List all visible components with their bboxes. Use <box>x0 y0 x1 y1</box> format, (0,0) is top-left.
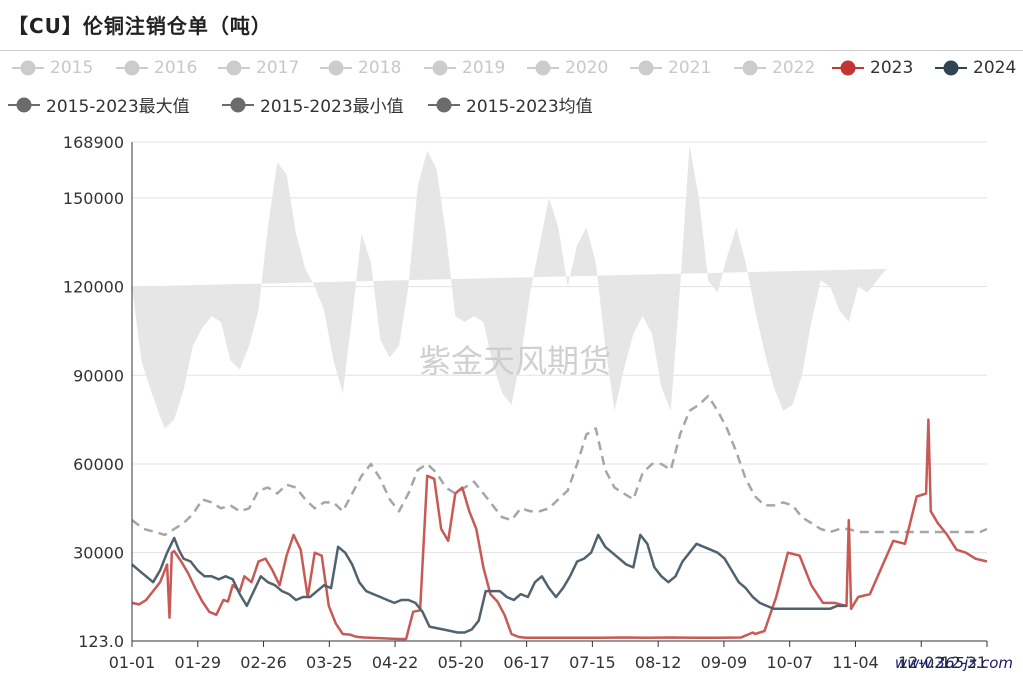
legend-label: 2018 <box>358 58 402 78</box>
legend-label: 2017 <box>256 58 300 78</box>
x-tick-label: 03-25 <box>306 653 353 672</box>
title-divider <box>0 50 1023 51</box>
legend-item-2019[interactable]: 2019 <box>424 58 505 78</box>
y-tick-label: 60000 <box>73 455 124 474</box>
legend-marker-icon <box>12 60 44 76</box>
legend-marker-icon <box>428 97 460 112</box>
legend-item-2017[interactable]: 2017 <box>218 58 299 78</box>
legend-marker-icon <box>527 60 559 76</box>
legend-item-2018[interactable]: 2018 <box>320 58 401 78</box>
legend-marker-icon <box>734 60 766 76</box>
footer-watermark: www.365jz.com <box>894 654 1013 672</box>
x-tick-label: 12-02 <box>898 653 945 672</box>
x-tick-label: 07-15 <box>569 653 616 672</box>
legend-marker-icon <box>8 97 40 112</box>
legend-marker-icon <box>222 97 254 112</box>
band-area <box>132 144 887 429</box>
legend-marker-icon <box>116 60 148 76</box>
x-tick-label: 04-22 <box>372 653 419 672</box>
series-line-2024 <box>131 533 847 634</box>
y-tick-label: 90000 <box>73 366 124 385</box>
legend-label: 2022 <box>772 58 816 78</box>
legend-item-2015-2023最小值[interactable]: 2015-2023最小值 <box>222 92 404 117</box>
x-tick-label: 06-17 <box>503 653 550 672</box>
legend-marker-icon <box>424 60 456 76</box>
legend-item-2015[interactable]: 2015 <box>12 58 93 78</box>
y-tick-label: 168900 <box>63 133 124 152</box>
legend-item-2023[interactable]: 2023 <box>832 58 913 78</box>
legend-marker-icon <box>630 60 662 76</box>
legend-marker-icon <box>935 60 967 76</box>
x-tick-label: 12-31 <box>941 653 988 672</box>
series-line-2023 <box>131 418 988 641</box>
x-tick-label: 01-29 <box>175 653 222 672</box>
legend-label: 2024 <box>973 58 1017 78</box>
legend-label: 2015 <box>50 58 94 78</box>
legend-marker-icon <box>218 60 250 76</box>
y-tick-label: 30000 <box>73 544 124 563</box>
legend-item-2024[interactable]: 2024 <box>935 58 1016 78</box>
legend-item-2015-2023均值[interactable]: 2015-2023均值 <box>428 92 593 117</box>
legend-item-2021[interactable]: 2021 <box>630 58 711 78</box>
legend-marker-icon <box>320 60 352 76</box>
legend-label: 2015-2023均值 <box>466 97 593 117</box>
legend-label: 2016 <box>154 58 198 78</box>
series-line-2015-2023均值 <box>131 394 988 537</box>
legend-label: 2015-2023最小值 <box>260 97 404 117</box>
legend-item-2015-2023最大值[interactable]: 2015-2023最大值 <box>8 92 190 117</box>
page-title: 【CU】伦铜注销仓单（吨） <box>8 14 272 38</box>
legend-item-2022[interactable]: 2022 <box>734 58 815 78</box>
max-min-band <box>132 144 887 429</box>
x-tick-label: 11-04 <box>832 653 879 672</box>
legend-item-2016[interactable]: 2016 <box>116 58 197 78</box>
legend-label: 2019 <box>462 58 506 78</box>
y-tick-label: 150000 <box>63 189 124 208</box>
legend-item-2020[interactable]: 2020 <box>527 58 608 78</box>
legend-label: 2023 <box>870 58 914 78</box>
y-tick-label: 120000 <box>63 278 124 297</box>
legend: 2015 2016 2017 2018 2019 2020 2021 2022 2023 2024… <box>0 54 1023 120</box>
x-tick-label: 10-07 <box>766 653 813 672</box>
x-tick-label: 01-01 <box>109 653 156 672</box>
watermark: 紫金天风期货 <box>419 342 611 380</box>
axes: 123.0 30000 60000 90000 120000 150000 168900 01… <box>63 133 988 672</box>
x-tick-label: 02-26 <box>240 653 287 672</box>
legend-label: 2020 <box>565 58 609 78</box>
x-tick-label: 09-09 <box>701 653 748 672</box>
legend-marker-icon <box>832 60 864 76</box>
series-lines <box>131 394 988 641</box>
x-tick-label: 05-20 <box>438 653 485 672</box>
x-tick-label: 08-12 <box>635 653 682 672</box>
legend-label: 2015-2023最大值 <box>46 97 190 117</box>
legend-label: 2021 <box>668 58 712 78</box>
y-tick-label: 123.0 <box>78 632 124 651</box>
